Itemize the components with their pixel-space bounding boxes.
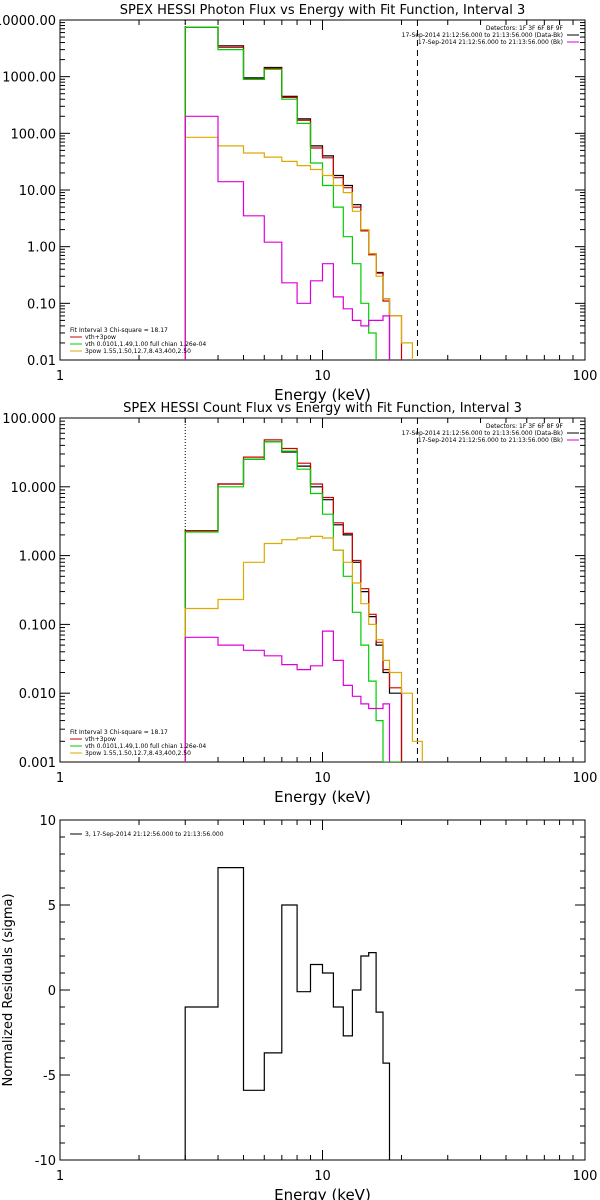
legend-fit-entry: vth+3pow (85, 334, 116, 341)
series-vth-3pow (184, 439, 403, 762)
plot-frame (59, 19, 586, 361)
x-axis-label: Energy (keV) (274, 788, 371, 806)
y-tick-label: 1.00 (27, 241, 56, 256)
y-tick-label: 0.010 (19, 687, 56, 702)
x-tick-label: 100 (573, 1169, 598, 1184)
series-vth (184, 441, 402, 762)
plot-frame (59, 819, 586, 1161)
x-tick-label: 100 (573, 369, 598, 384)
series-3-17-sep-2014-21-12-56-000-to-21-13-56-000 (184, 867, 391, 1160)
series-bk (184, 630, 391, 762)
legend-top-entry: 17-Sep-2014 21:12:56.000 to 21:13:56.000… (402, 430, 563, 437)
x-axis-label: Energy (keV) (274, 386, 371, 404)
y-tick-label: 5 (48, 899, 56, 914)
series-data-bk (184, 26, 391, 360)
legend-top-entry: Detectors: 1F 3F 6F 8F 9F (486, 25, 564, 32)
series-bk (184, 115, 391, 360)
x-tick-label: 1 (56, 1169, 64, 1184)
legend-fit-header: Fit Interval 3 Chi-square = 18.17 (70, 729, 168, 736)
legend-fit-header: Fit Interval 3 Chi-square = 18.17 (70, 327, 168, 334)
legend-fit-entry: vth 0.0101,1.49,1.00 full chian 1.26e-04 (85, 341, 206, 348)
x-tick-label: 10 (314, 771, 331, 786)
legend-top-entry: Detectors: 1F 3F 6F 8F 9F (486, 423, 564, 430)
x-tick-label: 100 (573, 771, 598, 786)
legend-top-entry: 17-Sep-2014 21:12:56.000 to 21:13:56.000… (402, 32, 563, 39)
y-tick-label: 100.000 (2, 412, 56, 427)
legend-fit-entry: vth+3pow (85, 736, 116, 743)
y-tick-label: -10 (35, 1154, 56, 1169)
x-tick-label: 1 (56, 771, 64, 786)
y-tick-label: 0.01 (27, 354, 56, 369)
chart-title: SPEX HESSI Count Flux vs Energy with Fit… (123, 401, 522, 416)
y-tick-label: 1000.00 (2, 71, 56, 86)
chart-title: SPEX HESSI Photon Flux vs Energy with Fi… (120, 3, 526, 18)
y-tick-label: 0.001 (19, 756, 56, 771)
y-tick-label: 0.100 (19, 618, 56, 633)
x-tick-label: 1 (56, 369, 64, 384)
y-tick-label: 0.10 (27, 297, 56, 312)
y-tick-label: -5 (43, 1069, 56, 1084)
legend-fit-entry: 3pow 1.55,1.50,12.7,8.43,400,2.50 (85, 750, 191, 757)
y-tick-label: 10.000 (11, 481, 57, 496)
y-tick-label: 10.00 (19, 184, 56, 199)
series-vth (184, 26, 377, 360)
y-tick-label: 1.000 (19, 550, 56, 565)
legend-top-entry: 17-Sep-2014 21:12:56.000 to 21:13:56.000… (418, 437, 563, 444)
legend-fit-entry: 3pow 1.55,1.50,12.7,8.43,400,2.50 (85, 348, 191, 355)
y-tick-label: 10000.00 (0, 14, 56, 29)
x-tick-label: 10 (314, 369, 331, 384)
plot-frame (59, 417, 586, 763)
y-tick-label: 10 (39, 814, 56, 829)
x-tick-label: 10 (314, 1169, 331, 1184)
x-axis-label: Energy (keV) (274, 1186, 371, 1200)
y-tick-label: 0 (48, 984, 56, 999)
legend-entry: 3, 17-Sep-2014 21:12:56.000 to 21:13:56.… (85, 831, 224, 838)
series-3pow (184, 535, 423, 762)
legend-fit-entry: vth 0.0101,1.49,1.00 full chian 1.26e-04 (85, 743, 206, 750)
y-tick-label: 100.00 (11, 127, 57, 142)
y-axis-label: Normalized Residuals (sigma) (1, 893, 16, 1086)
legend-top-entry: 17-Sep-2014 21:12:56.000 to 21:13:56.000… (418, 39, 563, 46)
series-3pow (184, 136, 413, 360)
